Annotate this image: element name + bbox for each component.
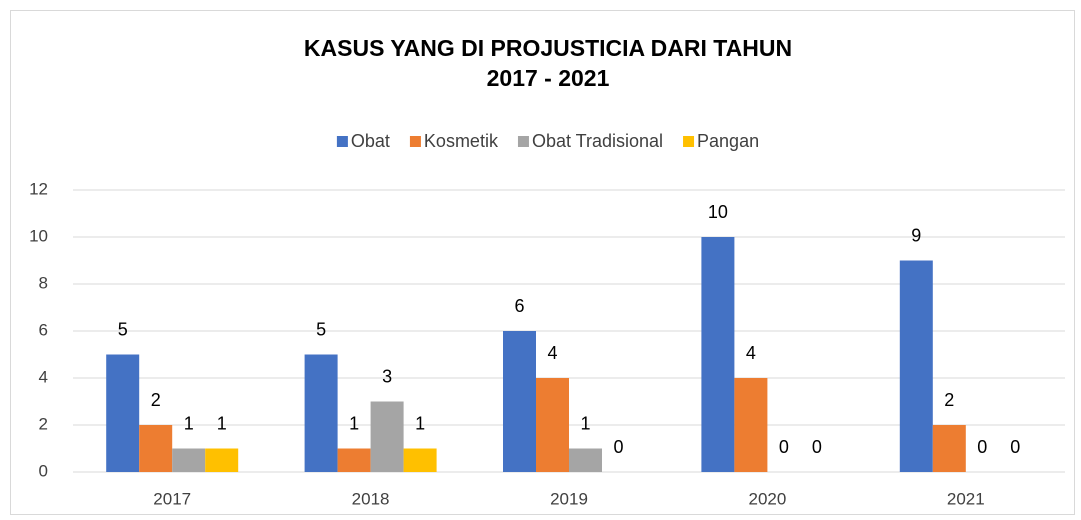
- legend-label: Obat Tradisional: [532, 131, 663, 151]
- bar: [205, 448, 239, 472]
- y-tick-label: 0: [39, 461, 48, 480]
- legend-swatch: [683, 136, 695, 147]
- data-label: 1: [217, 413, 227, 433]
- x-tick-label: 2021: [947, 489, 985, 508]
- chart-title: 2017 - 2021: [487, 65, 610, 91]
- y-tick-label: 4: [39, 367, 48, 386]
- data-label: 4: [746, 343, 756, 363]
- data-label: 10: [708, 202, 728, 222]
- data-label: 6: [514, 296, 524, 316]
- bar: [932, 425, 966, 472]
- data-label: 0: [613, 437, 623, 457]
- bar: [106, 354, 140, 472]
- bar: [139, 425, 173, 472]
- x-tick-label: 2017: [153, 489, 191, 508]
- bar: [899, 260, 933, 472]
- x-tick-label: 2018: [352, 489, 390, 508]
- bar: [370, 401, 404, 472]
- data-label: 1: [184, 413, 194, 433]
- legend-swatch: [517, 136, 529, 147]
- bar: [536, 378, 569, 472]
- chart-title: KASUS YANG DI PROJUSTICIA DARI TAHUN: [304, 35, 792, 61]
- legend-label: Pangan: [697, 131, 759, 151]
- data-label: 4: [547, 343, 557, 363]
- data-label: 2: [944, 390, 954, 410]
- data-label: 9: [911, 225, 921, 245]
- y-tick-label: 12: [29, 179, 48, 198]
- y-tick-label: 6: [39, 320, 48, 339]
- y-tick-label: 10: [29, 226, 48, 245]
- bar: [503, 331, 536, 472]
- data-label: 1: [580, 413, 590, 433]
- data-label: 1: [415, 413, 425, 433]
- data-label: 0: [1010, 437, 1020, 457]
- data-label: 5: [316, 319, 326, 339]
- bar: [403, 448, 437, 472]
- data-label: 3: [382, 366, 392, 386]
- data-label: 0: [977, 437, 987, 457]
- y-tick-label: 8: [39, 273, 48, 292]
- bar: [172, 448, 206, 472]
- bar: [701, 237, 735, 472]
- data-label: 1: [349, 413, 359, 433]
- bar: [569, 448, 602, 472]
- y-tick-label: 2: [39, 414, 48, 433]
- bar: [304, 354, 338, 472]
- data-label: 0: [812, 437, 822, 457]
- data-label: 2: [151, 390, 161, 410]
- data-label: 0: [779, 437, 789, 457]
- legend-label: Kosmetik: [424, 131, 499, 151]
- data-label: 5: [118, 319, 128, 339]
- x-tick-label: 2019: [550, 489, 588, 508]
- x-tick-label: 2020: [748, 489, 786, 508]
- legend-label: Obat: [351, 131, 390, 151]
- bar: [337, 448, 371, 472]
- bar: [734, 378, 768, 472]
- legend-swatch: [336, 136, 348, 147]
- legend-swatch: [409, 136, 421, 147]
